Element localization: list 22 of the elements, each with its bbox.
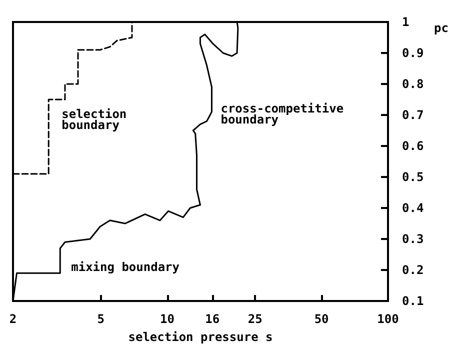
- y-tick-label: 1: [402, 15, 410, 29]
- series-label: cross-competitive boundary: [220, 101, 344, 126]
- y-tick-label: 0.9: [402, 46, 424, 60]
- x-tick-label: 16: [205, 312, 220, 326]
- x-tick-label: 10: [160, 312, 175, 326]
- x-tick-label: 25: [248, 312, 262, 326]
- x-tick-label: 2: [9, 312, 17, 326]
- y-tick-label: 0.2: [402, 263, 424, 277]
- y-tick-label: 0.3: [402, 232, 424, 246]
- x-tick-label: 50: [314, 312, 329, 326]
- series-label: mixing boundary: [71, 260, 180, 274]
- y-tick-label: 0.8: [402, 77, 424, 91]
- x-axis-title: selection pressure s: [128, 330, 273, 344]
- y-tick-label: 0.6: [402, 139, 424, 153]
- y-tick-label: 0.7: [402, 108, 424, 122]
- y-tick-label: 0.1: [402, 294, 424, 308]
- x-tick-label: 100: [377, 312, 399, 326]
- x-tick-label: 5: [97, 312, 104, 326]
- y-axis-title: pc: [434, 21, 448, 35]
- series-label: selection boundary: [62, 107, 127, 132]
- y-tick-label: 0.5: [402, 170, 424, 184]
- y-tick-label: 0.4: [402, 201, 424, 215]
